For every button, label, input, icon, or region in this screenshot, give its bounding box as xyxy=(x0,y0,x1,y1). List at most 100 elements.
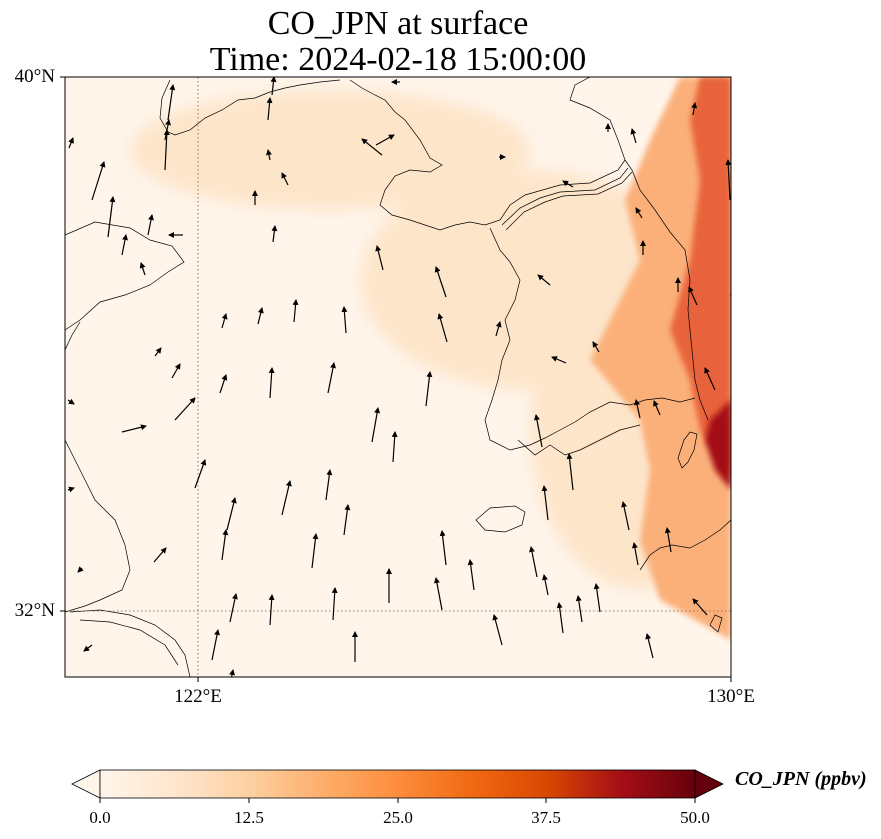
wind-vector xyxy=(645,633,654,659)
wind-vector xyxy=(425,371,433,407)
wind-vector xyxy=(174,397,196,421)
wind-vector xyxy=(361,138,383,156)
wind-vector xyxy=(281,480,292,516)
lon-label-130e: 130°E xyxy=(707,686,755,707)
wind-vector xyxy=(91,161,106,201)
wind-vector xyxy=(467,559,475,591)
wind-vector xyxy=(292,299,299,323)
wind-vector xyxy=(439,530,447,566)
wind-vector xyxy=(325,469,333,501)
wind-vector xyxy=(229,669,235,677)
wind-vector xyxy=(281,172,289,186)
wind-vector xyxy=(630,128,637,144)
wind-vector xyxy=(67,398,75,405)
colorbar-label: CO_JPN (ppbv) xyxy=(735,768,867,790)
wind-vector xyxy=(433,577,443,611)
lat-label-32n: 32°N xyxy=(14,600,55,621)
wind-vector xyxy=(229,593,238,623)
wind-vector xyxy=(551,356,567,364)
map-frame xyxy=(64,76,732,678)
wind-vector xyxy=(211,629,220,661)
wind-vector xyxy=(257,307,264,325)
lon-label-122e: 122°E xyxy=(174,686,222,707)
wind-vector xyxy=(566,453,574,491)
wind-vector xyxy=(341,306,348,334)
colorbar-extend-min xyxy=(71,769,101,799)
wind-vector xyxy=(631,542,639,566)
wind-vector xyxy=(541,485,549,521)
wind-vectors xyxy=(67,77,731,677)
wind-vector xyxy=(688,286,698,306)
wind-vector xyxy=(121,234,128,256)
wind-vector xyxy=(343,504,351,536)
wind-vector xyxy=(575,595,583,623)
wind-vector xyxy=(167,84,176,121)
wind-vector xyxy=(271,225,278,243)
wind-vector xyxy=(691,102,698,116)
wind-vector xyxy=(268,367,275,399)
wind-vector xyxy=(67,486,75,493)
wind-vector xyxy=(194,459,207,489)
wind-vector xyxy=(221,529,229,561)
lat-label-40n: 40°N xyxy=(14,66,55,87)
wind-vector xyxy=(121,424,147,433)
wind-vector xyxy=(635,207,643,219)
colorbar-tick-2: 25.0 xyxy=(383,808,413,827)
wind-vector xyxy=(704,367,716,391)
wind-vector xyxy=(730,289,731,296)
wind-vector xyxy=(375,245,384,271)
coastlines xyxy=(65,77,731,677)
wind-vector xyxy=(266,97,273,121)
wind-vector xyxy=(221,313,228,329)
wind-vector xyxy=(725,159,731,201)
map-panel xyxy=(60,76,732,682)
wind-vector xyxy=(171,363,181,379)
wind-vector xyxy=(437,313,448,343)
wind-vector xyxy=(68,137,74,149)
wind-vector xyxy=(391,431,398,463)
wind-vector xyxy=(556,602,564,634)
wind-vector xyxy=(533,414,543,448)
wind-vector xyxy=(219,374,228,394)
wind-vector xyxy=(164,119,171,141)
colorbar xyxy=(71,769,724,803)
wind-vector xyxy=(592,341,600,353)
colorbar-extend-max xyxy=(694,769,724,799)
wind-vector xyxy=(139,262,146,276)
wind-vector xyxy=(537,274,551,286)
colorbar-tick-0: 0.0 xyxy=(89,808,111,827)
wind-vector xyxy=(529,546,538,578)
wind-vector xyxy=(266,149,272,161)
map-title-line1: CO_JPN at surface xyxy=(267,5,529,42)
wind-vector xyxy=(621,501,630,531)
plume-high xyxy=(670,77,731,480)
map-title-line2: Time: 2024-02-18 15:00:00 xyxy=(209,41,587,78)
colorbar-tick-1: 12.5 xyxy=(234,808,264,827)
gridlines xyxy=(65,77,731,677)
wind-vector xyxy=(542,574,549,596)
wind-vector xyxy=(154,347,162,357)
wind-vector xyxy=(331,587,338,621)
wind-vector xyxy=(163,129,170,171)
wind-vector xyxy=(492,614,503,646)
colorbar-gradient xyxy=(100,770,695,798)
wind-vector xyxy=(83,644,93,652)
wind-vector xyxy=(692,598,708,616)
wind-vector xyxy=(268,594,275,626)
wind-vector xyxy=(634,399,641,419)
wind-vector xyxy=(495,321,502,337)
wind-vector xyxy=(311,533,319,569)
wind-vector xyxy=(107,196,116,238)
colorbar-tick-4: 50.0 xyxy=(680,808,710,827)
wind-vector xyxy=(226,497,237,531)
wind-vector xyxy=(77,566,84,573)
wind-vector xyxy=(327,362,336,394)
wind-vector xyxy=(664,527,672,553)
wind-vector xyxy=(434,266,447,298)
wind-vector xyxy=(562,180,574,188)
wind-vector xyxy=(375,134,395,146)
wind-vector xyxy=(270,77,277,96)
wind-vector xyxy=(147,214,154,236)
wind-vector xyxy=(153,547,167,563)
wind-vector xyxy=(653,400,661,416)
